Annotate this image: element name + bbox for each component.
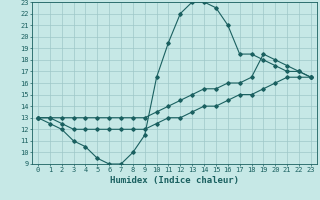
X-axis label: Humidex (Indice chaleur): Humidex (Indice chaleur)	[110, 176, 239, 185]
